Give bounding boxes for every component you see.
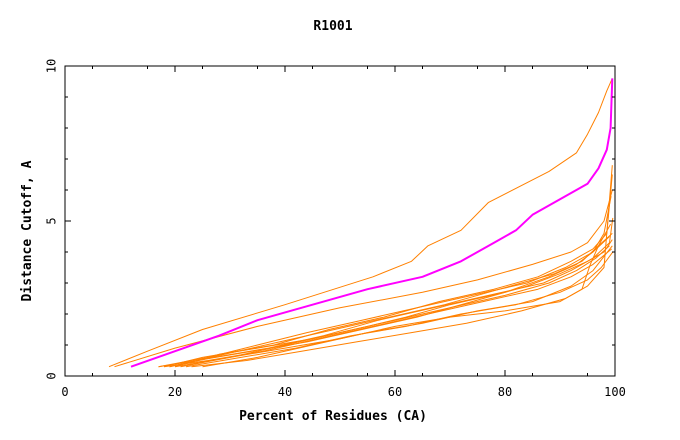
- x-tick-label: 20: [168, 385, 182, 399]
- plot-area: [108, 78, 614, 368]
- y-axis: 0 5 10: [45, 59, 615, 380]
- series-line-model-h: [163, 248, 613, 368]
- series-line-model-l: [191, 165, 613, 368]
- x-tick-label: 100: [604, 385, 626, 399]
- series-line-model-i: [185, 251, 614, 368]
- series-line-model-g: [180, 245, 610, 368]
- series-line-highlighted-model: [130, 78, 614, 368]
- y-tick-label: 5: [45, 217, 59, 224]
- series-line-model-n: [158, 236, 610, 368]
- x-tick-label: 80: [498, 385, 512, 399]
- chart-title: R1001: [313, 19, 352, 34]
- x-tick-label: 60: [388, 385, 402, 399]
- plot-frame: [64, 65, 616, 377]
- x-tick-label: 40: [278, 385, 292, 399]
- y-axis-label: Distance Cutoff, A: [20, 160, 35, 301]
- series-line-model-d: [174, 174, 613, 368]
- x-axis-label: Percent of Residues (CA): [239, 409, 427, 424]
- series-line-model-b: [114, 189, 613, 368]
- y-tick-label: 10: [45, 59, 59, 73]
- series-line-model-e: [158, 239, 613, 368]
- y-tick-label: 0: [45, 372, 59, 379]
- x-tick-label: 0: [61, 385, 68, 399]
- series-line-model-c: [163, 196, 612, 368]
- series-line-model-m: [169, 223, 612, 368]
- series-line-model-a: [108, 78, 613, 368]
- series-line-model-k: [174, 233, 613, 368]
- x-axis: 0 20 40 60 80 100: [61, 66, 626, 399]
- series-line-model-f: [169, 217, 614, 368]
